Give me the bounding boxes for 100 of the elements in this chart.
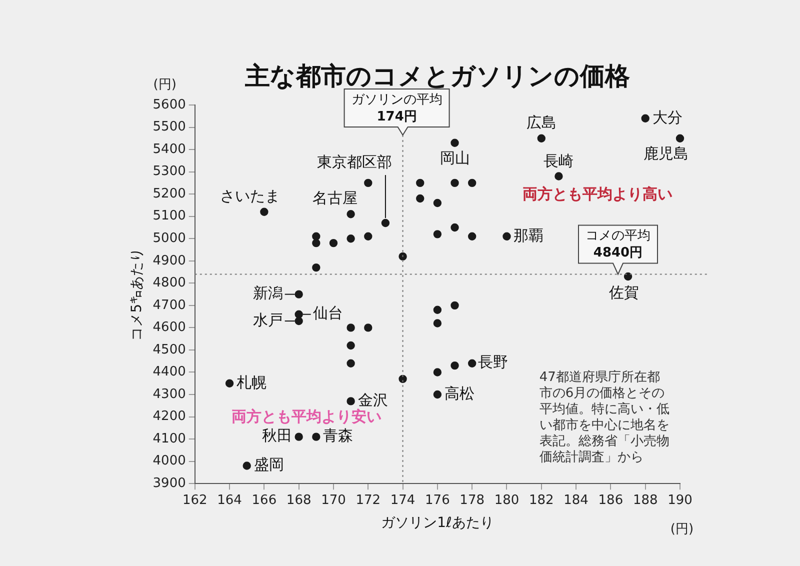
y-tick-label: 4900 (152, 253, 186, 268)
point (450, 223, 459, 232)
annotation: 47都道府県庁所在都市の6月の価格とその平均値。特に高い・低い都市を中心に地名を表記。総務省「小売物価統計調査」から (539, 368, 670, 465)
y-tick-label: 3900 (152, 476, 186, 491)
x-tick-label: 178 (460, 492, 485, 508)
point (294, 316, 303, 326)
point (468, 359, 476, 368)
annotation: 長野 (478, 353, 508, 372)
point (502, 232, 511, 240)
point (641, 114, 650, 122)
point (468, 232, 476, 240)
annotation: 東京都区部 (316, 152, 392, 171)
point (450, 301, 459, 310)
y-tick-label: 5300 (152, 164, 186, 180)
point (346, 234, 355, 243)
y-tick-label: 4300 (152, 386, 186, 402)
point (468, 178, 476, 188)
annotation: 那覇 (514, 226, 544, 244)
point (450, 361, 459, 370)
x-tick-label: 188 (632, 492, 658, 508)
point (381, 218, 390, 228)
point (364, 178, 372, 188)
point (294, 290, 303, 298)
ref-line-label: コメの平均 4840円 (586, 228, 650, 261)
annotation: 長崎 (544, 152, 574, 170)
annotation: 高松 (444, 384, 474, 402)
x-tick-label: 162 (182, 492, 208, 508)
annotation: 水戸 (252, 310, 283, 329)
point (364, 324, 372, 332)
text: (円) (153, 77, 176, 92)
annotation: 札幌 (236, 373, 267, 392)
annotation: 青森 (323, 426, 354, 445)
x-axis-title: ガソリン1ℓあたり (381, 515, 494, 532)
point (554, 172, 563, 180)
y-tick-label: 4100 (152, 431, 186, 446)
annotation: 鹿児島 (644, 144, 688, 162)
y-tick-label: 4500 (152, 342, 186, 358)
annotation: 新潟 (252, 284, 283, 302)
y-tick-label: 4000 (152, 454, 186, 469)
point (537, 134, 546, 143)
annotation: 両方とも平均より高い (522, 184, 673, 203)
point (624, 272, 632, 281)
x-tick-label: 174 (390, 492, 416, 508)
point (433, 368, 442, 376)
point (398, 252, 407, 261)
point (676, 134, 684, 143)
point (242, 462, 251, 470)
x-tick-label: 182 (528, 492, 554, 508)
point (346, 359, 355, 368)
point (294, 432, 303, 441)
x-tick-label: 166 (252, 492, 277, 508)
y-tick-label: 5100 (152, 208, 186, 224)
annotation: 佐賀 (609, 283, 640, 302)
point (433, 230, 442, 238)
point (346, 324, 355, 332)
annotation: 秋田 (262, 426, 292, 445)
point (450, 138, 459, 147)
point (416, 194, 424, 203)
x-tick-label: 164 (217, 492, 242, 508)
x-tick-label: 180 (494, 492, 520, 508)
y-tick-label: 4700 (152, 298, 186, 313)
y-axis-title: コメ5㌔あたり (129, 248, 146, 341)
y-tick-label: 5600 (152, 97, 186, 112)
point (416, 178, 424, 188)
y-tick-label: 4200 (152, 409, 186, 424)
y-tick-label: 4600 (152, 320, 186, 336)
annotation: 両方とも平均より安い (231, 407, 382, 426)
point (433, 198, 442, 208)
x-tick-label: 176 (425, 492, 450, 508)
annotation: 岡山 (440, 148, 470, 167)
x-tick-label: 190 (668, 492, 692, 508)
point (346, 397, 355, 406)
point (433, 390, 442, 399)
point (433, 306, 442, 314)
y-tick-label: 5400 (152, 142, 186, 157)
y-tick-label: 4400 (152, 364, 186, 380)
chart-title: 主な都市のコメとガソリンの価格 (244, 62, 630, 90)
text: (円) (670, 522, 694, 537)
point (398, 374, 407, 384)
point (329, 238, 338, 248)
annotation: 仙台 (312, 304, 343, 322)
annotation: さいたま (220, 186, 280, 205)
ref-line-label: ガソリンの平均 174円 (351, 92, 442, 124)
annotation: 広島 (526, 113, 556, 132)
point (450, 178, 459, 188)
x-tick-label: 170 (321, 492, 346, 508)
y-tick-label: 5500 (152, 120, 186, 135)
point (364, 232, 372, 240)
y-tick-label: 5000 (152, 231, 186, 246)
annotation: 大分 (652, 108, 682, 126)
annotation: 金沢 (358, 391, 388, 410)
point (433, 319, 442, 328)
point (346, 341, 355, 350)
point (225, 379, 234, 388)
y-tick-label: 5200 (152, 186, 186, 202)
y-tick-label: 4800 (152, 276, 186, 291)
x-tick-label: 186 (598, 492, 624, 508)
point (260, 208, 268, 216)
x-tick-label: 184 (564, 492, 588, 508)
point (312, 263, 320, 272)
